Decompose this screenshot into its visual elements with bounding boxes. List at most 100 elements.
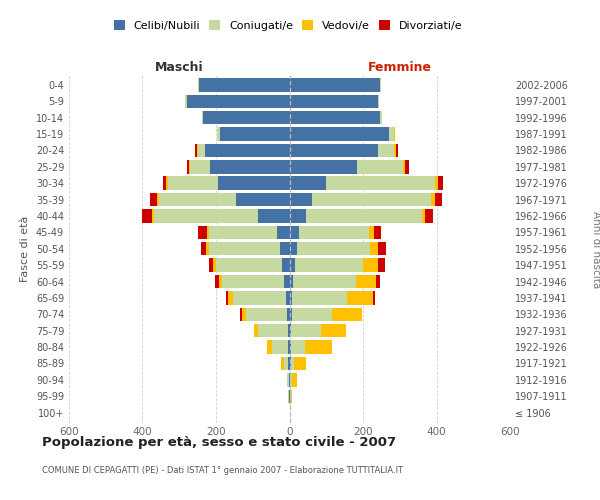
Bar	[209, 258, 214, 272]
Bar	[347, 291, 373, 304]
Bar	[189, 160, 190, 173]
Bar	[374, 226, 382, 239]
Bar	[287, 308, 290, 321]
Bar	[431, 193, 434, 206]
Bar	[290, 193, 311, 206]
Bar	[154, 209, 258, 222]
Bar	[290, 291, 292, 304]
Bar	[290, 176, 326, 190]
Bar	[290, 340, 305, 354]
Bar	[290, 308, 292, 321]
Bar	[218, 275, 221, 288]
Bar	[258, 209, 290, 222]
Text: COMUNE DI CEPAGATTI (PE) - Dati ISTAT 1° gennaio 2007 - Elaborazione TUTTITALIA.: COMUNE DI CEPAGATTI (PE) - Dati ISTAT 1°…	[42, 466, 403, 475]
Bar	[287, 324, 290, 338]
Bar	[293, 357, 307, 370]
Bar	[209, 226, 277, 239]
Bar	[299, 226, 368, 239]
Bar	[290, 94, 378, 108]
Bar	[321, 324, 346, 338]
Bar	[163, 176, 166, 190]
Bar	[214, 258, 216, 272]
Text: Anni di nascita: Anni di nascita	[591, 212, 600, 288]
Bar	[289, 373, 290, 386]
Text: Femmine: Femmine	[368, 61, 432, 74]
Bar	[187, 94, 290, 108]
Bar	[356, 275, 376, 288]
Bar	[389, 128, 394, 140]
Bar	[332, 308, 362, 321]
Bar	[437, 176, 443, 190]
Bar	[166, 176, 168, 190]
Bar	[240, 308, 242, 321]
Bar	[197, 144, 205, 157]
Bar	[380, 111, 382, 124]
Bar	[290, 160, 358, 173]
Bar	[280, 242, 290, 256]
Bar	[289, 340, 290, 354]
Bar	[215, 275, 218, 288]
Bar	[233, 291, 286, 304]
Bar	[199, 78, 290, 92]
Bar	[216, 258, 282, 272]
Bar	[425, 209, 433, 222]
Bar	[289, 357, 290, 370]
Bar	[142, 209, 152, 222]
Bar	[297, 242, 370, 256]
Bar	[305, 340, 332, 354]
Bar	[292, 324, 321, 338]
Bar	[202, 111, 203, 124]
Bar	[168, 176, 218, 190]
Bar	[290, 275, 293, 288]
Bar	[205, 144, 290, 157]
Bar	[373, 291, 375, 304]
Bar	[254, 324, 258, 338]
Bar	[277, 226, 290, 239]
Bar	[211, 160, 290, 173]
Bar	[281, 357, 284, 370]
Bar	[258, 324, 287, 338]
Bar	[290, 144, 378, 157]
Bar	[207, 226, 209, 239]
Bar	[206, 242, 209, 256]
Bar	[290, 128, 389, 140]
Bar	[293, 275, 356, 288]
Bar	[272, 340, 289, 354]
Bar	[292, 373, 297, 386]
Bar	[422, 209, 425, 222]
Bar	[396, 144, 398, 157]
Bar	[394, 144, 396, 157]
Bar	[194, 144, 197, 157]
Bar	[209, 242, 280, 256]
Bar	[394, 128, 395, 140]
Bar	[290, 324, 292, 338]
Legend: Celibi/Nubili, Coniugati/e, Vedovi/e, Divorziati/e: Celibi/Nubili, Coniugati/e, Vedovi/e, Di…	[112, 18, 464, 33]
Bar	[434, 176, 437, 190]
Text: Maschi: Maschi	[155, 61, 203, 74]
Bar	[203, 111, 290, 124]
Bar	[290, 226, 299, 239]
Bar	[185, 94, 187, 108]
Bar	[287, 373, 289, 386]
Bar	[378, 94, 379, 108]
Bar	[370, 242, 379, 256]
Bar	[290, 357, 293, 370]
Bar	[379, 242, 386, 256]
Bar	[187, 160, 189, 173]
Bar	[246, 308, 287, 321]
Bar	[378, 144, 394, 157]
Bar	[290, 258, 295, 272]
Bar	[290, 242, 297, 256]
Bar	[157, 193, 159, 206]
Bar	[152, 209, 154, 222]
Bar	[286, 291, 290, 304]
Bar	[236, 193, 290, 206]
Bar	[282, 258, 290, 272]
Bar	[242, 308, 246, 321]
Bar	[190, 160, 211, 173]
Bar	[290, 111, 380, 124]
Bar	[150, 193, 157, 206]
Bar	[197, 226, 207, 239]
Bar	[201, 242, 206, 256]
Bar	[221, 275, 284, 288]
